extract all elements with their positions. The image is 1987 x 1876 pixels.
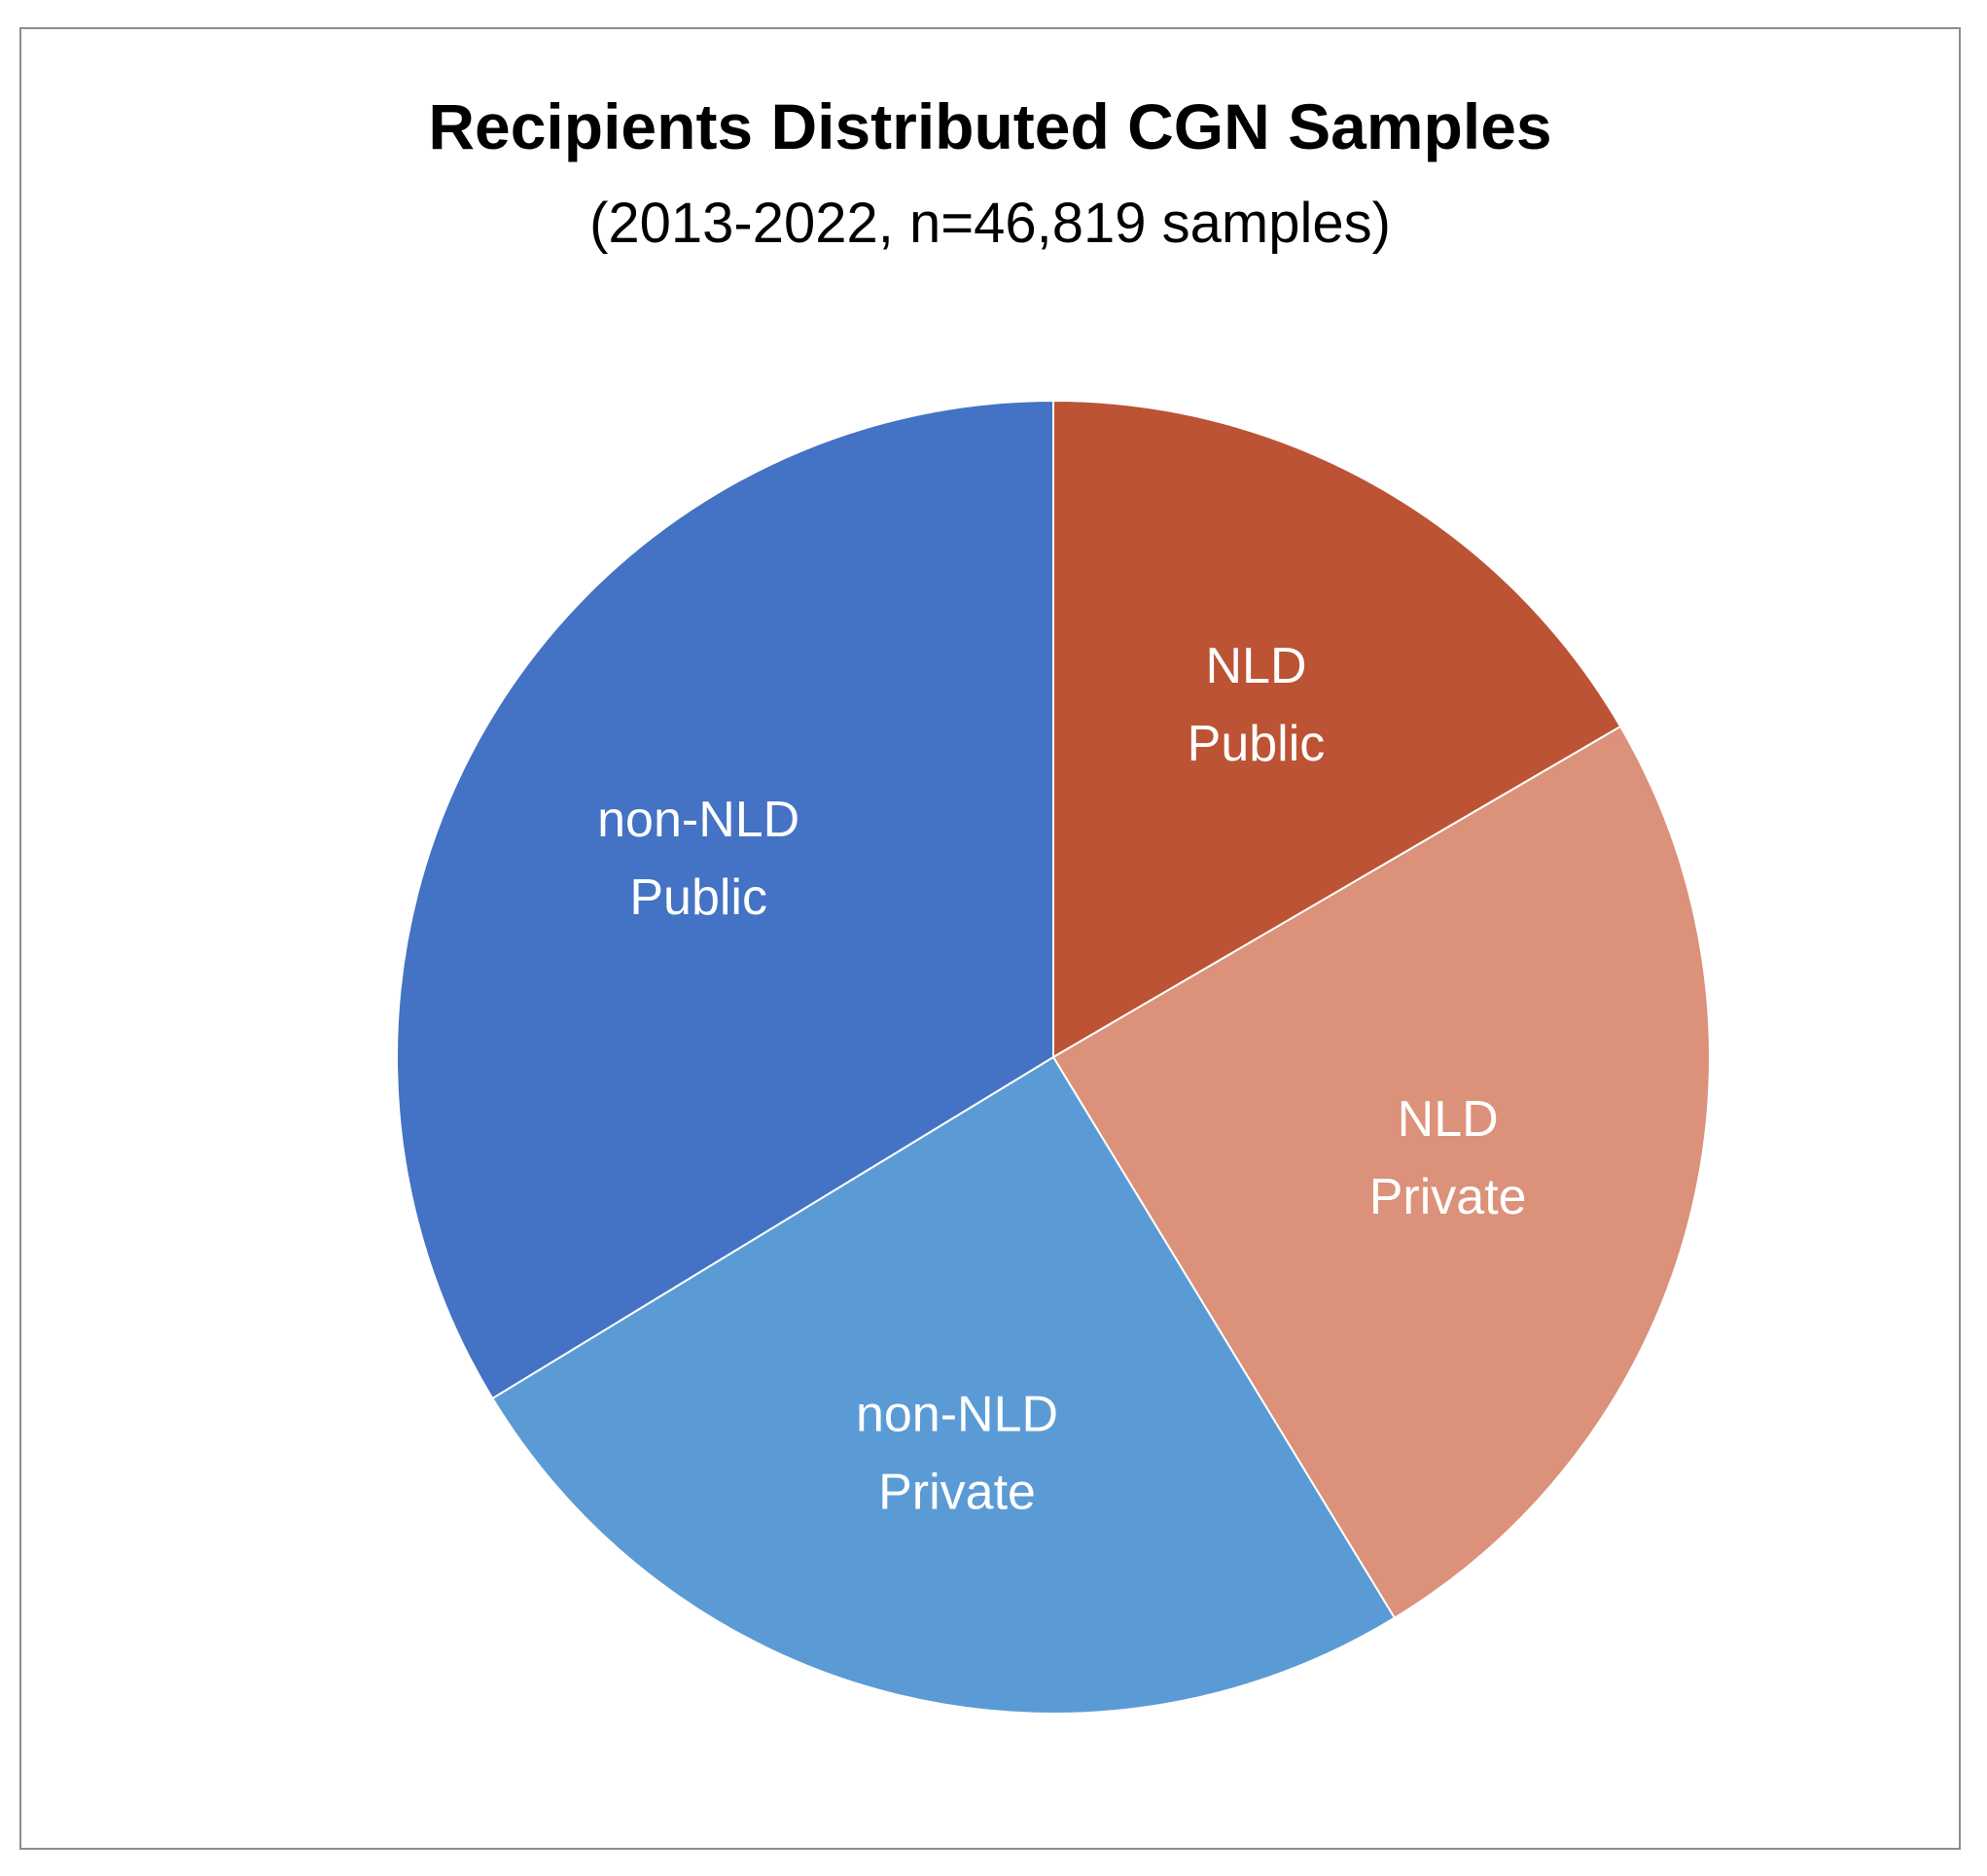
slice-label-line: Private (878, 1465, 1036, 1521)
slice-label-line: NLD (1205, 638, 1306, 694)
slice-label-line: Private (1369, 1169, 1527, 1225)
pie-slice-non-nld-public (396, 399, 1054, 1400)
slice-label-non-nld-private: non-NLD Private (856, 1387, 1058, 1521)
slice-label-line: NLD (1398, 1091, 1499, 1148)
chart-subtitle: (2013-2022, n=46,819 samples) (589, 192, 1391, 255)
slice-label-nld-public: NLD Public (1188, 638, 1326, 772)
slice-label-line: non-NLD (597, 792, 799, 848)
slice-label-nld-private: NLD Private (1369, 1091, 1527, 1225)
slice-label-line: Public (629, 869, 767, 926)
pie-slice-nld-private (1051, 725, 1711, 1620)
slice-label-non-nld-public: non-NLD Public (597, 792, 799, 926)
chart-title: Recipients Distributed CGN Samples (428, 90, 1552, 162)
pie-slice-nld-public (1052, 399, 1622, 1059)
pie-slice-non-nld-private (490, 1055, 1397, 1716)
slice-label-line: Public (1188, 716, 1326, 772)
slice-label-line: non-NLD (856, 1387, 1058, 1443)
